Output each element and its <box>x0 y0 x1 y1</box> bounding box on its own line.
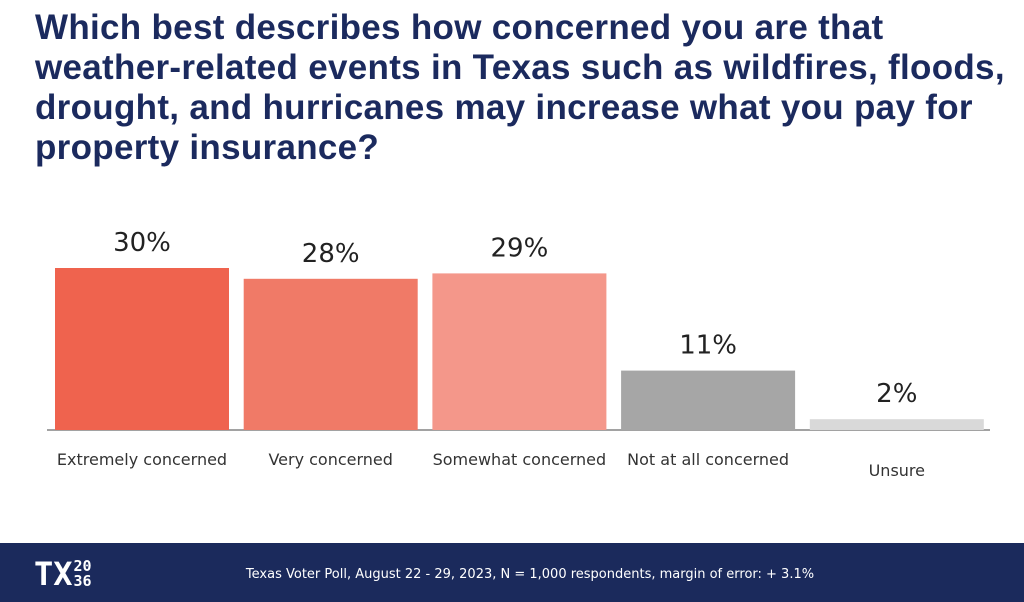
value-label: 30% <box>113 228 171 258</box>
value-label: 28% <box>302 239 360 269</box>
bar <box>809 419 984 430</box>
chart: 30% 28% 29% 11% 2% <box>47 228 990 431</box>
logo-year: 20 36 <box>74 559 92 589</box>
x-tick-label: Somewhat concerned <box>432 450 607 469</box>
source-note: Texas Voter Poll, August 22 - 29, 2023, … <box>245 567 815 582</box>
logo: TX 20 36 <box>34 555 92 593</box>
x-tick-label: Not at all concerned <box>627 450 790 469</box>
value-label: 29% <box>491 233 549 263</box>
bar <box>432 273 607 430</box>
bar <box>243 278 418 430</box>
x-tick-label: Very concerned <box>268 450 393 469</box>
logo-text: TX <box>34 555 73 593</box>
footer: TX 20 36 Texas Voter Poll, August 22 - 2… <box>0 543 1024 602</box>
bar <box>621 370 796 430</box>
value-label: 2% <box>876 379 917 409</box>
logo-year-bottom: 36 <box>73 572 92 590</box>
logo-year-top: 20 <box>73 557 92 575</box>
x-tick-label: Extremely concerned <box>56 450 228 469</box>
chart-title: Which best describes how concerned you a… <box>35 8 1005 167</box>
bar <box>55 268 229 430</box>
x-tick-label: Unsure <box>868 461 925 480</box>
value-label: 11% <box>679 331 737 361</box>
